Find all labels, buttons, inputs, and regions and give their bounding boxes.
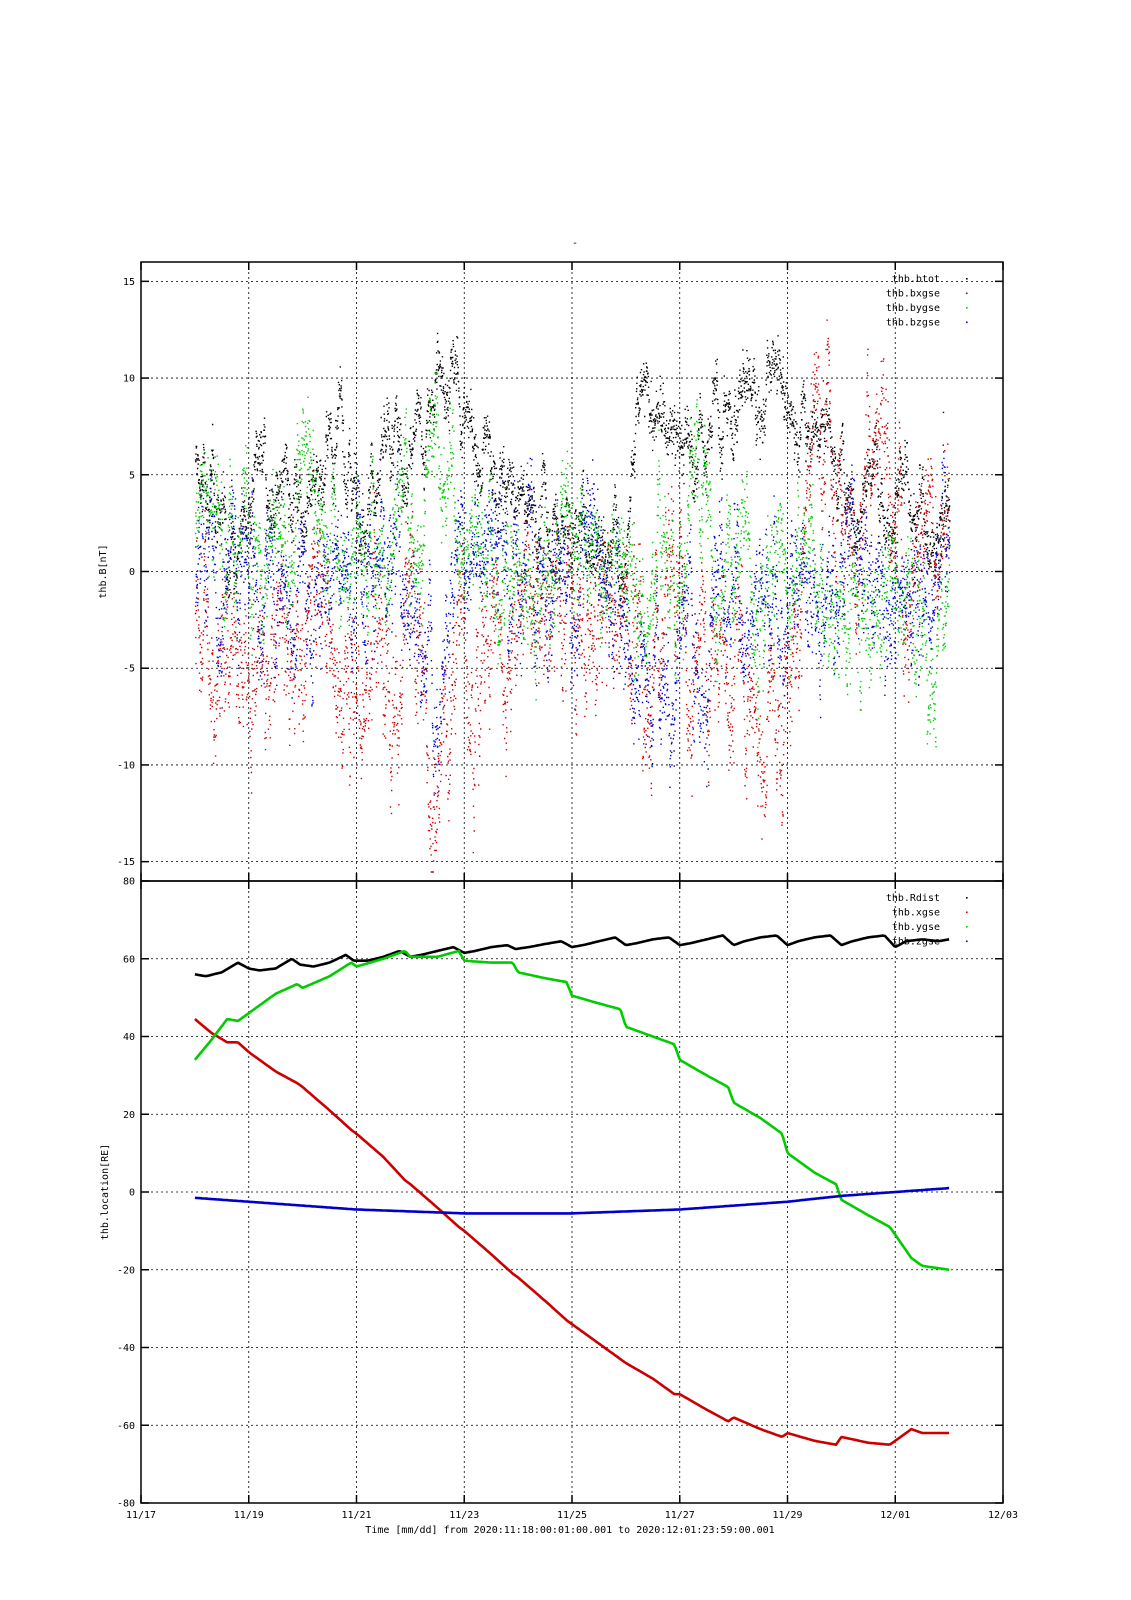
magnetic-field-panel: -15 -10 -5 0 5 10 15 thb.B[nT] thb.btot thb.bxgse…	[98, 261, 1004, 882]
y-tick-label: 5	[129, 470, 135, 481]
legend-label: thb.bygse	[886, 303, 940, 314]
y-tick-label: 15	[123, 277, 135, 288]
x-tick-label: 12/03	[988, 1510, 1018, 1521]
title-marker: -	[572, 238, 578, 249]
location-panel: -80 -60 -40 -20 0 20 40 60 80 thb.location[RE] thb…	[100, 877, 1018, 1537]
legend-marker	[966, 321, 968, 324]
y-tick-label: -10	[117, 760, 135, 771]
y-tick-label: -80	[117, 1499, 135, 1510]
y-tick-label: -40	[117, 1343, 135, 1354]
x-tick-label: 11/23	[449, 1510, 479, 1521]
plot-frame	[140, 880, 1004, 1504]
y-tick-label: 60	[123, 954, 135, 965]
legend-marker	[966, 911, 968, 914]
x-tick-label: 12/01	[880, 1510, 910, 1521]
x-tick-label: 11/19	[234, 1510, 264, 1521]
y-tick-label: -5	[123, 664, 135, 675]
legend: thb.Rdist thb.xgse thb.ygse thb.zgse	[886, 893, 968, 948]
y-tick-label: -20	[117, 1265, 135, 1276]
grid	[141, 881, 1003, 1503]
y-tick-label: 0	[129, 1188, 135, 1199]
series-line	[194, 934, 950, 978]
legend-marker	[966, 292, 968, 295]
legend-label: thb.bzgse	[886, 318, 940, 329]
y-tick-label: 0	[129, 567, 135, 578]
series-thb-bxgse	[194, 319, 951, 873]
y-tick-label: 80	[123, 877, 135, 888]
legend: thb.btot thb.bxgse thb.bygse thb.bzgse	[886, 274, 968, 329]
legend-marker	[966, 307, 968, 309]
series-line	[194, 1018, 950, 1446]
series-thb-bygse	[194, 372, 951, 749]
series-thb-ygse	[193, 949, 950, 1272]
series-thb-Rdist	[194, 934, 950, 978]
x-tick-label: 11/27	[665, 1510, 695, 1521]
x-tick-label: 11/21	[341, 1510, 371, 1521]
series-line	[193, 949, 950, 1272]
y-axis-label: thb.B[nT]	[98, 544, 109, 598]
data-points	[194, 372, 951, 749]
data-points	[194, 319, 951, 873]
legend-label: thb.bxgse	[886, 289, 940, 300]
legend-label: thb.ygse	[892, 922, 940, 933]
y-tick-label: 10	[123, 374, 135, 385]
series-thb-zgse	[194, 1186, 950, 1215]
legend-label: thb.zgse	[892, 937, 940, 948]
legend-marker	[966, 926, 968, 928]
y-axis-label: thb.location[RE]	[100, 1144, 111, 1240]
series-thb-xgse	[194, 1018, 950, 1446]
y-tick-label: 40	[123, 1032, 135, 1043]
x-tick-label: 11/25	[557, 1510, 587, 1521]
legend-marker	[966, 278, 968, 280]
data-points	[194, 411, 951, 796]
x-tick-label: 11/17	[126, 1510, 156, 1521]
x-tick-label: 11/29	[772, 1510, 802, 1521]
legend-label: thb.Rdist	[886, 893, 940, 904]
series-line	[194, 1186, 950, 1215]
y-tick-label: -60	[117, 1421, 135, 1432]
grid	[141, 262, 1003, 881]
series-thb-bzgse	[194, 411, 951, 796]
legend-label: thb.xgse	[892, 908, 940, 919]
y-tick-label: 20	[123, 1110, 135, 1121]
legend-label: thb.btot	[892, 274, 940, 285]
x-axis-label: Time [mm/dd] from 2020:11:18:00:01:00.00…	[365, 1525, 774, 1536]
y-tick-label: -15	[117, 857, 135, 868]
legend-marker	[966, 897, 968, 899]
legend-marker	[966, 940, 968, 943]
